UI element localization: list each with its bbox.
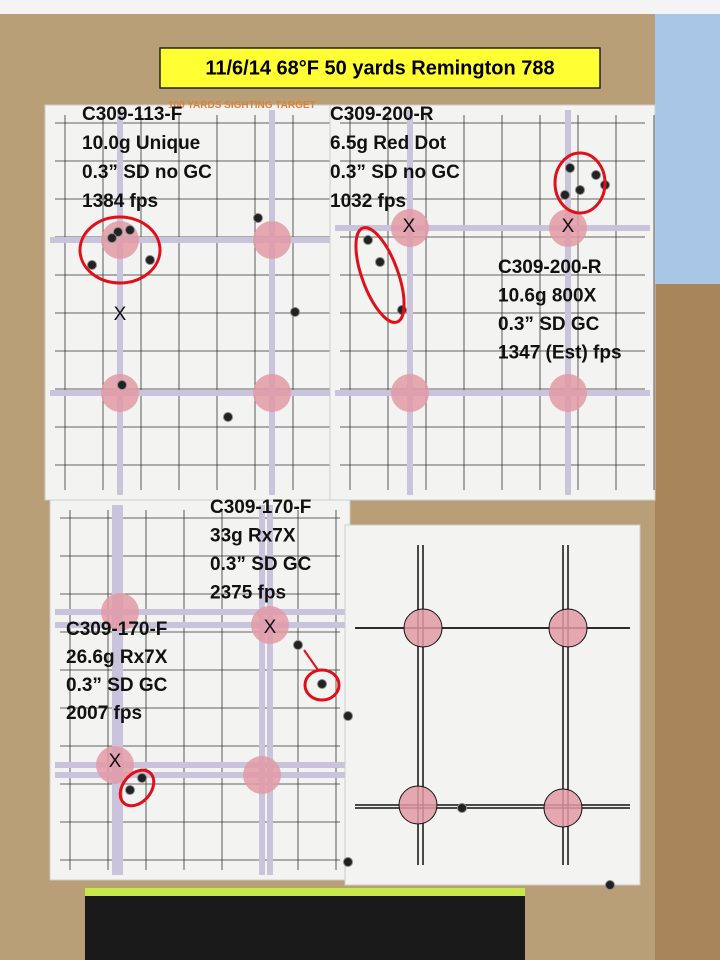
bullseye (251, 606, 289, 644)
bullet-hole (575, 185, 585, 195)
marker: X (114, 304, 127, 325)
bullet-hole (145, 255, 155, 265)
title-box (159, 47, 601, 89)
ground (655, 284, 720, 960)
annotation: 1384 fps (82, 191, 158, 212)
title: 11/6/14 68°F 50 yards Remington 788 (205, 57, 554, 79)
bullet-hole (317, 679, 327, 689)
marker: X (562, 216, 575, 237)
bullseye (253, 374, 291, 412)
group-circle (78, 215, 162, 285)
bullet-hole (223, 412, 233, 422)
bullseye (101, 593, 139, 631)
annotation: 10.0g Unique (82, 133, 200, 154)
paper (344, 524, 641, 886)
bullseye (403, 608, 443, 648)
paper (49, 499, 351, 881)
bullet-hole (565, 163, 575, 173)
bullet-hole (457, 803, 467, 813)
annotation: C309-170-F (66, 619, 167, 640)
annotation: 2375 fps (210, 583, 286, 604)
annotation: C309-170-F (210, 497, 311, 518)
annotation: 2007 fps (66, 703, 142, 724)
bullet-hole (117, 380, 127, 390)
bullet-hole (343, 857, 353, 867)
bullet-hole (293, 640, 303, 650)
bullet-hole (605, 880, 615, 890)
annotation: 1032 fps (330, 191, 406, 212)
group-circle (553, 151, 607, 215)
bullseye (391, 209, 429, 247)
annotation: 33g Rx7X (210, 526, 296, 547)
bullseye (548, 608, 588, 648)
bullseye (101, 374, 139, 412)
annotation: 6.5g Red Dot (330, 133, 447, 154)
bullseye (253, 221, 291, 259)
top-edge (0, 0, 720, 14)
group-circle (118, 768, 156, 808)
bullseye (96, 746, 134, 784)
annotation: C309-200-R (330, 104, 434, 125)
group-circle (354, 226, 406, 324)
bullseye (549, 209, 587, 247)
bullet-hole (363, 235, 373, 245)
arrow (303, 649, 319, 671)
annotation: 0.3” SD GC (66, 675, 168, 696)
bullseye (398, 785, 438, 825)
bullet-hole (343, 711, 353, 721)
annotation: 0.3” SD GC (210, 554, 312, 575)
annotation: 1347 (Est) fps (498, 343, 622, 364)
bullet-hole (591, 170, 601, 180)
annotation: 0.3” SD GC (498, 314, 600, 335)
bullet-hole (253, 213, 263, 223)
bottom-target-edge (85, 888, 525, 896)
bullseye (243, 756, 281, 794)
bullseye (543, 788, 583, 828)
annotation: 10.6g 800X (498, 286, 597, 307)
sky (655, 14, 720, 284)
bullet-hole (125, 785, 135, 795)
annotation: 0.3” SD no GC (82, 162, 212, 183)
bullet-hole (290, 307, 300, 317)
paper (44, 104, 346, 501)
bullet-hole (137, 773, 147, 783)
annotation: C309-113-F (82, 104, 182, 125)
marker: X (109, 751, 122, 772)
target-header: 100 YARDS SIGHTING TARGET (168, 100, 316, 111)
marker: X (403, 216, 416, 237)
annotation: C309-200-R (498, 257, 602, 278)
paper (329, 104, 656, 501)
bullet-hole (113, 227, 123, 237)
bullet-hole (375, 257, 385, 267)
bullet-hole (560, 190, 570, 200)
bullet-hole (107, 233, 117, 243)
bullet-hole (87, 260, 97, 270)
bullet-hole (125, 225, 135, 235)
group-circle (303, 668, 341, 702)
annotation: 26.6g Rx7X (66, 647, 168, 668)
annotation: 0.3” SD no GC (330, 162, 460, 183)
bullseye (549, 374, 587, 412)
bullseye (391, 374, 429, 412)
marker: X (264, 617, 277, 638)
bottom-target (85, 888, 525, 960)
